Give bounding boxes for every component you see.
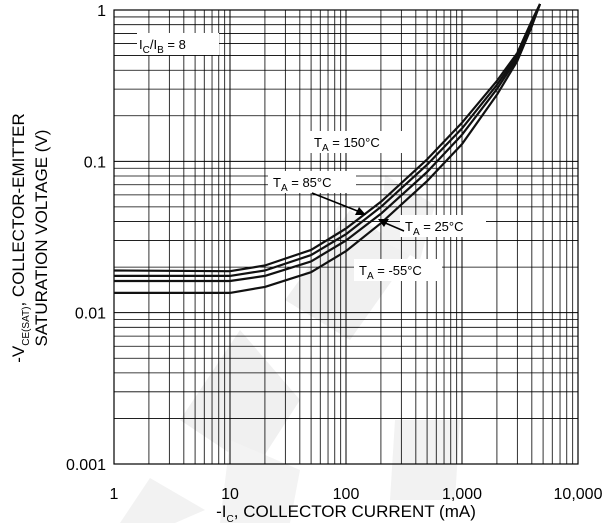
annotation-minus55c: TA = -55°C — [354, 259, 442, 282]
series-line-3 — [114, 3, 542, 294]
annotation-85c: TA = 85°C — [268, 171, 366, 215]
svg-text:TA = 25°C: TA = 25°C — [405, 219, 464, 238]
x-tick-label: 10 — [221, 486, 239, 503]
annotation-150c: TA = 150°C — [309, 131, 405, 154]
x-tick-label: 1 — [110, 486, 119, 503]
x-tick-label: 1,000 — [442, 486, 482, 503]
y-axis-title-line1: -VCE(SAT), COLLECTOR-EMITTER — [9, 113, 32, 363]
series-curves — [113, 3, 542, 294]
x-tick-label: 100 — [333, 486, 360, 503]
svg-text:TA = -55°C: TA = -55°C — [359, 263, 422, 282]
svg-text:TA = 150°C: TA = 150°C — [314, 135, 380, 154]
y-tick-label: 1 — [97, 3, 106, 20]
watermark-graphic — [120, 175, 460, 523]
y-tick-label: 0.1 — [84, 154, 106, 171]
grid — [114, 10, 578, 464]
x-tick-label: 10,000 — [554, 486, 603, 503]
x-axis-title: -IC, COLLECTOR CURRENT (mA) — [216, 502, 476, 523]
tick-labels: 1 10 100 1,000 10,000 1 0.1 0.01 0.001 — [66, 3, 603, 503]
condition-box-bg — [137, 33, 219, 55]
y-axis-title-line2: SATURATION VOLTAGE (V) — [32, 130, 51, 347]
y-tick-label: 0.01 — [75, 306, 106, 323]
plot-frame — [113, 9, 579, 465]
svg-text:TA = 85°C: TA = 85°C — [273, 175, 332, 194]
condition-label: IC/IB = 8 — [139, 37, 186, 56]
annotation-25c: TA = 25°C — [378, 215, 486, 238]
y-tick-label: 0.001 — [66, 457, 106, 474]
